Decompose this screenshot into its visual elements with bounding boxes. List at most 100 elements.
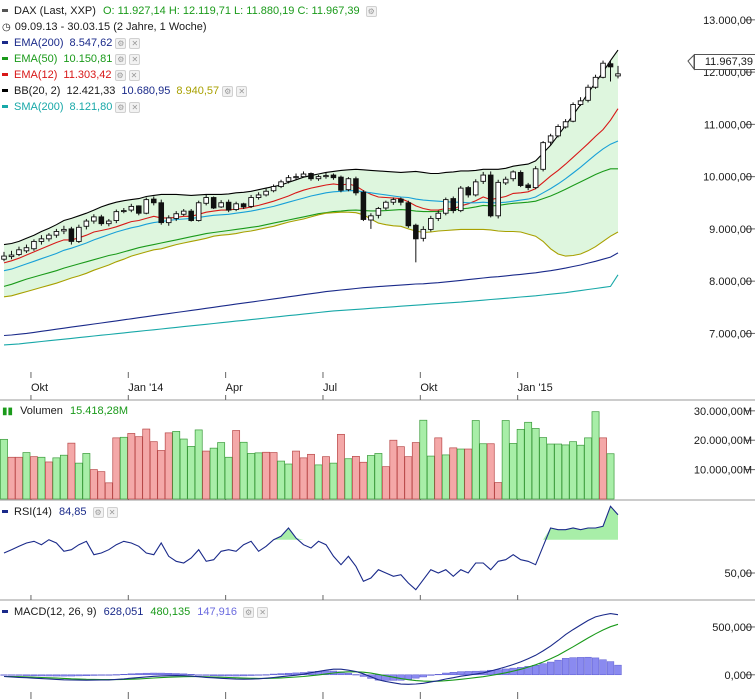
candle-body: [31, 240, 37, 250]
candle-body: [345, 178, 352, 191]
rsi-label: RSI(14): [14, 506, 52, 518]
candle-body: [158, 202, 165, 224]
macd-histogram-bar: [180, 673, 188, 676]
macd-histogram-bar: [75, 674, 83, 677]
volume-bar: [179, 438, 188, 500]
volume-bar: [15, 456, 23, 500]
x-tick-label: Apr: [226, 382, 243, 394]
volume-bar: [292, 450, 300, 500]
instrument-name: DAX (Last, XXP): [14, 5, 96, 17]
indicator-settings-icon[interactable]: ⚙: [115, 53, 127, 65]
candle-body: [218, 202, 224, 208]
price-tick-label: 13.000,00: [703, 15, 752, 27]
macd-histogram-bar: [232, 674, 240, 677]
candle-body: [91, 216, 97, 222]
volume-bar: [307, 453, 315, 500]
series-line-ema-12-: [3, 108, 619, 264]
macd-histogram-bar: [0, 674, 8, 676]
indicator-close-icon[interactable]: ✕: [128, 69, 140, 81]
macd-histogram-bar: [217, 674, 225, 677]
candle-body: [420, 228, 427, 239]
candle-body: [577, 100, 584, 105]
settings-icon[interactable]: ⚙: [365, 5, 377, 17]
indicator-label: EMA(200): [14, 37, 64, 49]
macd-histogram-bar: [419, 674, 427, 678]
candle-body: [8, 254, 15, 258]
series-line-sma-200-: [3, 274, 619, 346]
indicator-value: 8.547,62: [69, 37, 113, 49]
macd-histogram-bar: [15, 674, 23, 676]
volume-bar: [576, 444, 585, 500]
volume-bar: [322, 456, 330, 500]
macd-histogram-bar: [82, 674, 90, 676]
indicator-close-icon[interactable]: ✕: [129, 53, 141, 65]
rsi-close-icon[interactable]: ✕: [106, 506, 118, 518]
macd-histogram-bar: [404, 674, 412, 680]
x-tick-label: Jan '14: [128, 382, 163, 394]
candle-body: [270, 186, 277, 192]
indicator-close-icon[interactable]: ✕: [129, 37, 141, 49]
volume-bar: [337, 433, 345, 500]
volume-bar: [404, 456, 413, 500]
candle-body: [562, 121, 569, 128]
candle-body: [165, 217, 172, 224]
candle-body: [263, 190, 269, 196]
volume-bar: [426, 455, 435, 500]
volume-bar: [142, 428, 151, 500]
candle-body: [457, 187, 464, 212]
indicator-close-icon[interactable]: ✕: [236, 85, 248, 97]
candle-body: [210, 197, 217, 209]
volume-bar: [112, 437, 121, 500]
volume-bar: [441, 454, 450, 500]
rsi-settings-icon[interactable]: ⚙: [92, 506, 104, 518]
indicator-settings-icon[interactable]: ⚙: [115, 101, 127, 113]
macd-settings-icon[interactable]: ⚙: [243, 606, 255, 618]
volume-bar: [434, 437, 443, 500]
candle-body: [315, 176, 322, 180]
indicator-value: 10.150,81: [63, 53, 113, 65]
candle-body: [517, 171, 524, 186]
candle-body: [98, 216, 105, 225]
x-tick-label: Jan '15: [518, 382, 553, 394]
indicator-legend-0: EMA(200) 8.547,62 ⚙ ✕: [0, 37, 141, 49]
volume-value: 15.418,28M: [69, 405, 129, 417]
indicator-close-icon[interactable]: ✕: [129, 101, 141, 113]
candle-body: [390, 199, 397, 203]
volume-bar: [82, 453, 91, 500]
macd-histogram-bar: [457, 671, 465, 676]
macd-value-2: 480,135: [150, 606, 191, 618]
volume-bar: [584, 437, 592, 500]
indicator-value: 12.421,33: [66, 85, 116, 97]
indicator-settings-icon[interactable]: ⚙: [222, 85, 234, 97]
volume-tick-label: 10.000,00M: [694, 465, 752, 477]
indicator-swatch: [2, 104, 8, 108]
macd-histogram-bar: [584, 656, 592, 676]
macd-close-icon[interactable]: ✕: [257, 606, 269, 618]
macd-histogram-bar: [546, 661, 555, 676]
candle-body: [293, 176, 299, 179]
candle-body: [353, 178, 359, 194]
macd-histogram-bar: [569, 657, 577, 676]
volume-bar: [59, 454, 68, 500]
candle-body: [443, 199, 449, 214]
volume-bar: [74, 462, 83, 500]
volume-bar: [411, 442, 420, 500]
indicator-settings-icon[interactable]: ⚙: [115, 37, 127, 49]
candle-body: [1, 255, 7, 260]
volume-bar: [164, 432, 173, 500]
candle-body: [61, 228, 67, 232]
candle-body: [525, 184, 531, 189]
macd-value-1: 628,051: [103, 606, 144, 618]
volume-bar: [494, 482, 503, 500]
date-range-text: 09.09.13 - 30.03.15 (2 Jahre, 1 Woche): [14, 21, 207, 33]
candle-body: [285, 177, 292, 182]
volume-bar: [561, 444, 570, 500]
candle-body: [323, 175, 329, 178]
macd-histogram-bar: [517, 667, 525, 676]
volume-label: Volumen: [20, 405, 63, 417]
volume-bar: [352, 456, 360, 500]
volume-bar: [366, 455, 375, 500]
indicator-settings-icon[interactable]: ⚙: [114, 69, 126, 81]
indicator-swatch: [2, 88, 8, 92]
